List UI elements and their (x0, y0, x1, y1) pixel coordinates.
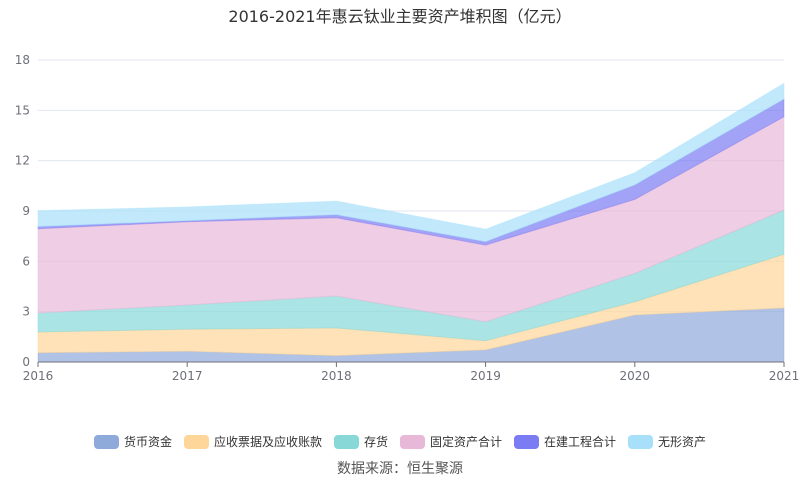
area-6 (37, 82, 785, 243)
legend-swatch (333, 434, 359, 449)
legend-item[interactable]: 固定资产合计 (400, 433, 502, 450)
legend-label: 无形资产 (658, 435, 707, 449)
legend-label: 在建工程合计 (544, 435, 617, 449)
legend-swatch (628, 434, 654, 449)
legend: 货币资金 应收票据及应收账款 存货 固定资产合计 在建工程合计 无形资产 (0, 433, 800, 450)
legend-label: 固定资产合计 (430, 435, 503, 449)
legend-swatch (514, 434, 540, 449)
legend-item[interactable]: 应收票据及应收账款 (183, 433, 322, 450)
x-tick-label: 2019 (470, 369, 501, 383)
x-tick-label: 2018 (321, 369, 352, 383)
y-tick-label: 0 (22, 355, 30, 369)
y-tick-label: 18 (15, 53, 30, 67)
legend-item[interactable]: 在建工程合计 (514, 433, 616, 450)
legend-label: 货币资金 (123, 435, 172, 449)
legend-item[interactable]: 无形资产 (628, 433, 706, 450)
y-tick-label: 3 (22, 305, 30, 319)
x-tick-label: 2016 (23, 369, 54, 383)
legend-swatch (93, 434, 119, 449)
source-note: 数据来源：恒生聚源 (337, 461, 463, 477)
legend-swatch (183, 434, 209, 449)
x-tick-label: 2017 (172, 369, 203, 383)
y-tick-label: 12 (15, 154, 30, 168)
y-tick-label: 15 (15, 103, 30, 117)
y-tick-label: 9 (22, 204, 30, 218)
legend-swatch (400, 434, 425, 449)
chart-title: 2016-2021年惠云钛业主要资产堆积图（亿元） (228, 7, 572, 26)
legend-label: 应收票据及应收账款 (213, 435, 322, 449)
x-tick-label: 2021 (769, 369, 800, 383)
legend-item[interactable]: 存货 (333, 433, 388, 450)
legend-item[interactable]: 货币资金 (93, 433, 172, 450)
y-tick-label: 6 (22, 254, 30, 268)
x-tick-label: 2020 (620, 369, 651, 383)
legend-label: 存货 (363, 435, 388, 449)
